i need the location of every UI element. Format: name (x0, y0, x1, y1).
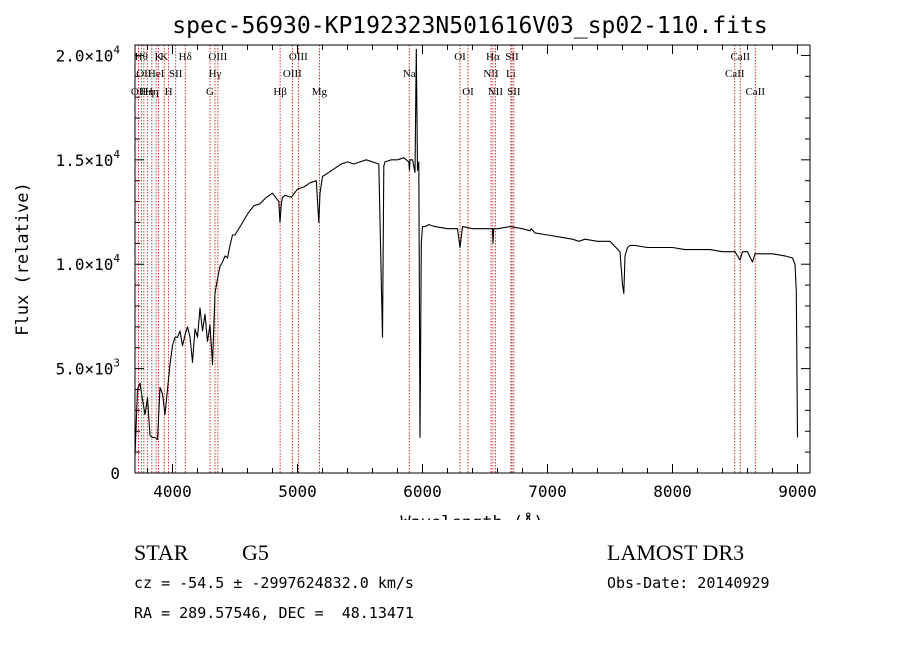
line-marker-label: Na (403, 68, 416, 80)
y-tick-mantissa: 2.0×10 (56, 46, 114, 65)
y-tick-label: 1.5×104 (56, 148, 121, 170)
line-marker-label: OIII (283, 68, 302, 80)
line-marker-label: Hη (140, 86, 154, 98)
line-marker-label: NII (488, 86, 504, 98)
line-marker-label: Mg (312, 86, 328, 98)
y-tick-label: 2.0×104 (56, 43, 121, 65)
line-marker-label: Hδ (179, 51, 192, 63)
x-tick-label: 7000 (528, 482, 567, 501)
line-marker-label: SII (169, 68, 183, 80)
spectral-line-markers: OIIHθOIIHηHηHeIKKHSIIHδGHγOIIIHβOIIIOIII… (131, 45, 765, 473)
line-marker-label: NII (483, 68, 499, 80)
line-marker-label: OI (462, 86, 474, 98)
line-marker-label: K (155, 51, 163, 63)
x-tick-label: 9000 (778, 482, 817, 501)
x-tick-label: 8000 (653, 482, 692, 501)
spectrum-chart: OIIHθOIIHηHηHeIKKHSIIHδGHγOIIIHβOIIIOIII… (13, 13, 817, 520)
chart-title: spec-56930-KP192323N501616V03_sp02-110.f… (172, 13, 767, 39)
line-marker-label: OIII (208, 51, 227, 63)
y-tick-label: 0 (110, 464, 120, 483)
line-marker-label: Hα (486, 51, 500, 63)
y-tick-exponent: 3 (113, 357, 120, 370)
y-tick-mantissa: 0 (110, 464, 120, 483)
y-tick-mantissa: 1.0×10 (56, 255, 114, 274)
object-subclass: G5 (242, 540, 269, 565)
line-marker-label: OI (454, 51, 466, 63)
line-marker-label: SII (505, 51, 519, 63)
y-tick-label: 1.0×104 (56, 252, 121, 274)
line-marker-label: CaII (725, 68, 745, 80)
spectrum-series (134, 48, 799, 457)
x-axis-ticks: 4000 5000 6000 7000 8000 9000 (147, 45, 817, 501)
line-marker-label: G (206, 86, 214, 98)
line-marker-label: SII (507, 86, 521, 98)
plot-frame (134, 44, 811, 474)
y-tick-exponent: 4 (113, 252, 120, 265)
redshift-line: cz = -54.5 ± -2997624832.0 km/s (134, 574, 414, 592)
line-marker-label: CaII (745, 86, 765, 98)
coordinates-line: RA = 289.57546, DEC = 48.13471 (134, 604, 414, 622)
y-tick-label: 5.0×103 (56, 357, 120, 379)
x-tick-label: 4000 (153, 482, 192, 501)
object-class: STAR (134, 540, 189, 565)
y-axis-label: Flux (relative) (13, 182, 33, 336)
survey-name: LAMOST DR3 (607, 540, 745, 565)
x-tick-label: 6000 (403, 482, 442, 501)
y-tick-mantissa: 1.5×10 (56, 151, 114, 170)
y-tick-mantissa: 5.0×10 (56, 360, 114, 379)
x-tick-label: 5000 (278, 482, 317, 501)
line-marker-label: CaII (730, 51, 750, 63)
line-marker-label: Hθ (135, 51, 148, 63)
line-marker-label: Hη (145, 86, 159, 98)
obs-date: Obs-Date: 20140929 (607, 574, 770, 592)
line-marker-label: H (165, 86, 173, 98)
line-marker-label: K (160, 51, 168, 63)
y-tick-exponent: 4 (113, 148, 120, 161)
line-marker-label: Hγ (209, 68, 222, 80)
line-marker-label: HeI (148, 68, 165, 80)
line-marker-label: Li (506, 68, 516, 80)
line-marker-label: Hβ (273, 86, 287, 98)
line-marker-label: OII (136, 68, 152, 80)
x-axis-label: Wavelength (Å) (400, 511, 543, 520)
line-marker-label: OIII (289, 51, 308, 63)
spectrum-line (134, 48, 799, 457)
y-tick-exponent: 4 (113, 43, 120, 56)
